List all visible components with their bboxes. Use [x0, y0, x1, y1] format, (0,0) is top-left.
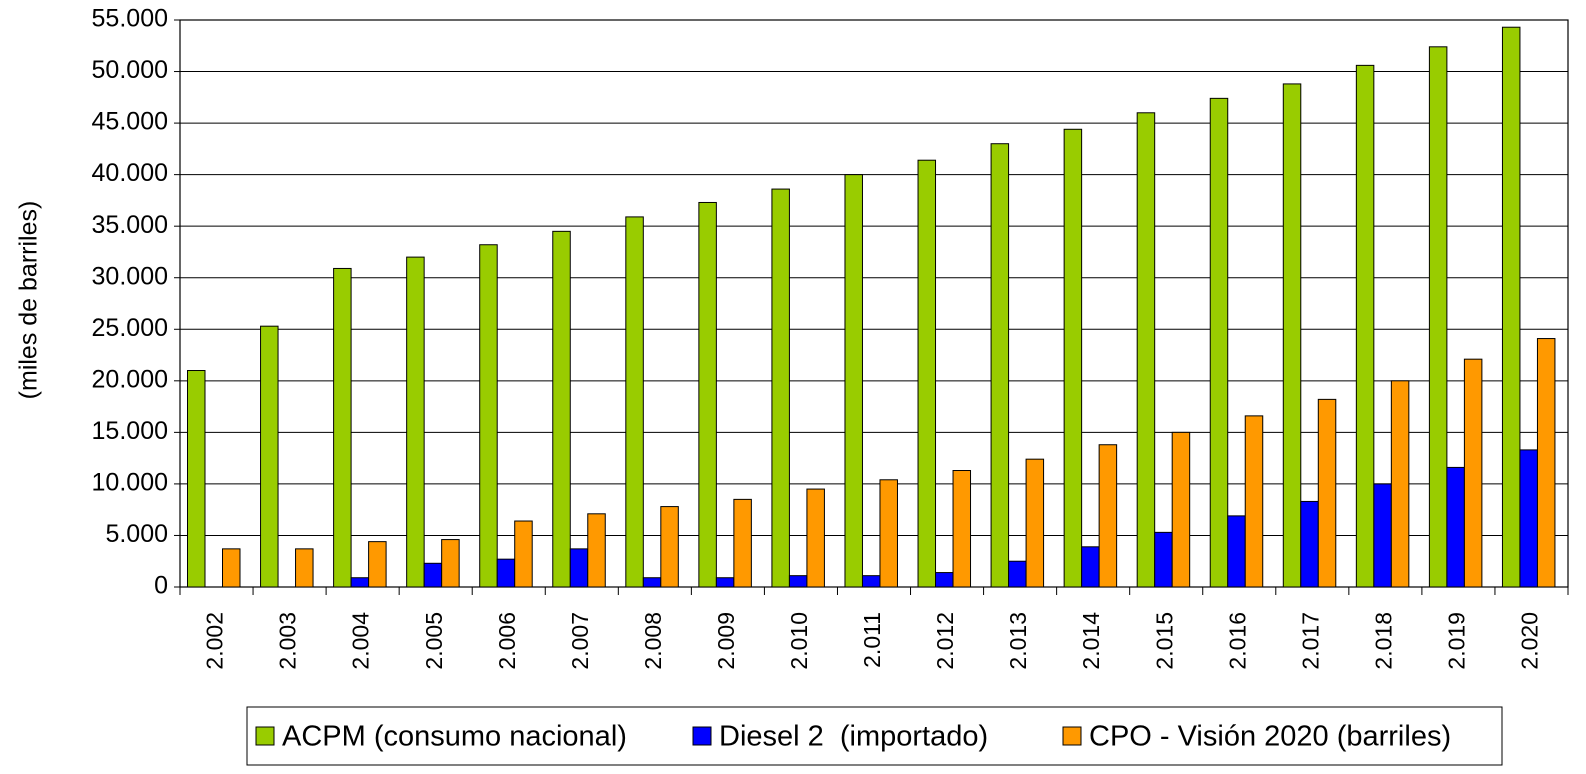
bar: [423, 562, 443, 588]
bar: [496, 558, 516, 588]
bar: [625, 216, 644, 588]
x-tick-label: 2.015: [1151, 612, 1177, 670]
x-tick-label: 2.016: [1224, 612, 1250, 670]
x-tick-label: 2.007: [567, 612, 593, 670]
bar: [698, 201, 717, 588]
x-tick-label: 2.002: [202, 612, 228, 670]
bar: [441, 539, 460, 588]
bar: [1008, 560, 1027, 588]
legend-swatch: [255, 726, 275, 746]
y-tick-label: 10.000: [92, 469, 168, 497]
bar: [806, 488, 825, 588]
bar: [642, 577, 662, 588]
bar: [1390, 380, 1410, 588]
x-tick-label: 2.004: [348, 612, 374, 670]
x-tick-label: 2.010: [786, 612, 812, 670]
bar: [952, 470, 972, 588]
bar: [1282, 83, 1302, 588]
legend-swatch: [692, 726, 712, 746]
bar: [1428, 46, 1448, 588]
bar: [1098, 444, 1118, 588]
bar: [333, 267, 352, 588]
bar: [1501, 26, 1521, 588]
y-tick-label: 5.000: [105, 520, 168, 548]
x-tick-label: 2.019: [1443, 612, 1469, 670]
bar: [917, 159, 937, 588]
bar: [1300, 500, 1319, 588]
bar: [1463, 358, 1483, 588]
bar: [1171, 431, 1191, 588]
bar: [1136, 112, 1156, 588]
x-tick-label: 2.018: [1370, 612, 1396, 670]
y-tick-label: 0: [154, 572, 168, 600]
bar: [406, 256, 425, 588]
bar: [1154, 531, 1173, 588]
bar: [1063, 128, 1083, 588]
x-tick-label: 2.020: [1517, 612, 1543, 670]
bar: [479, 244, 498, 588]
legend-label: ACPM (consumo nacional): [282, 721, 627, 753]
y-tick-label: 15.000: [92, 417, 168, 445]
bar: [879, 479, 898, 588]
legend-label: Diesel 2 (importado): [719, 721, 988, 753]
y-tick-label: 40.000: [92, 159, 168, 187]
bar: [771, 188, 790, 588]
bar: [715, 577, 735, 588]
bar: [861, 575, 881, 588]
x-tick-label: 2.011: [859, 612, 885, 668]
bar: [1081, 546, 1100, 588]
bar: [368, 541, 387, 588]
y-tick-label: 25.000: [92, 314, 168, 342]
bar: [1355, 64, 1375, 588]
bar: [260, 325, 279, 588]
bar: [1536, 338, 1556, 588]
bar: [1244, 415, 1264, 588]
y-tick-label: 50.000: [92, 56, 168, 84]
bar: [788, 575, 808, 588]
y-tick-label: 55.000: [92, 5, 168, 33]
bar: [587, 513, 606, 588]
bar: [222, 548, 241, 588]
bar: [1227, 515, 1246, 588]
y-tick-label: 35.000: [92, 211, 168, 239]
bar: [552, 230, 571, 588]
bar: [733, 498, 752, 588]
x-tick-label: 2.012: [932, 612, 958, 670]
bar: [1519, 449, 1538, 588]
legend-label: CPO - Visión 2020 (barriles): [1089, 721, 1451, 753]
legend-swatch: [1062, 726, 1082, 746]
x-tick-label: 2.006: [494, 612, 520, 670]
x-tick-label: 2.005: [421, 612, 447, 670]
bar: [1317, 398, 1337, 588]
bar: [1446, 466, 1465, 588]
bar: [514, 520, 533, 588]
bar: [990, 143, 1010, 588]
bar: [350, 577, 370, 588]
bar: [1025, 458, 1045, 588]
legend-box: [246, 706, 1503, 766]
x-tick-label: 2.003: [275, 612, 301, 670]
y-tick-label: 30.000: [92, 262, 168, 290]
bar: [187, 370, 206, 588]
bar: [660, 506, 679, 588]
x-tick-label: 2.009: [713, 612, 739, 670]
x-tick-label: 2.017: [1297, 612, 1323, 670]
x-tick-label: 2.014: [1078, 612, 1104, 670]
y-tick-label: 45.000: [92, 108, 168, 136]
bar: [1373, 483, 1392, 588]
bar: [569, 548, 589, 588]
bar: [1209, 97, 1229, 588]
x-tick-label: 2.013: [1005, 612, 1031, 670]
y-axis-label: (miles de barriles): [15, 201, 43, 400]
y-tick-label: 20.000: [92, 365, 168, 393]
x-tick-label: 2.008: [640, 612, 666, 670]
bar: [935, 572, 954, 588]
bar: [295, 548, 314, 588]
bar: [844, 174, 863, 588]
